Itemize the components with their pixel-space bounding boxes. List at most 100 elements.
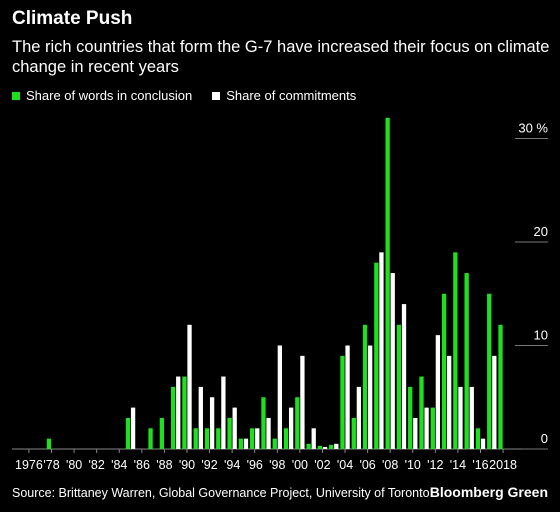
bar-commitments-2014 [458,386,463,449]
bar-commitments-2007 [379,252,384,449]
bar-commitments-2001 [311,428,316,449]
bar-words-1996 [250,428,255,449]
bar-words-2008 [385,117,390,450]
x-tick-label: '86 [134,458,150,472]
bar-words-1978 [46,438,52,449]
x-tick-label: '00 [292,458,308,472]
bar-chart: 0 10 20 30 % 1976'78 '80 '82 '84 '86 '88 '90 '92 '94… [12,117,548,472]
legend-item-commitments: Share of commitments [212,88,356,103]
bar-words-2004 [340,355,345,449]
bar-words-2016 [475,428,481,449]
bar-commitments-2009 [401,304,407,449]
bar-commitments-2012 [435,335,441,449]
legend-swatch-green [12,91,20,100]
bar-commitments-1997 [266,417,271,449]
bar-words-1989 [170,386,176,449]
bar-commitments-1994 [232,407,237,449]
bar-commitments-1993 [221,376,226,449]
bar-words-2012 [430,407,435,449]
bar-words-2010 [408,386,413,449]
bar-words-2003 [329,444,334,449]
brand-logo: Bloomberg Green [429,484,548,500]
bar-words-1998 [272,438,277,449]
x-tick-label: '04 [337,458,353,472]
bar-words-2017 [487,293,492,449]
x-tick-label: '84 [111,458,127,472]
bar-words-2014 [453,252,458,449]
x-tick-label: '94 [224,458,240,472]
y-tick-label: 0 [541,431,548,446]
bar-words-1990 [182,376,187,449]
bar-words-1997 [261,397,266,449]
bar-commitments-1998 [277,345,282,449]
bar-words-1995 [238,438,244,449]
bar-words-2000 [295,397,300,449]
source-note: Source: Brittaney Warren, Global Governa… [12,486,430,500]
bar-commitments-2015 [469,386,474,449]
bar-words-1993 [216,428,221,449]
bar-commitments-2017 [492,355,497,449]
x-tick-label: 2018 [489,458,517,472]
legend-label-words: Share of words in conclusion [26,88,193,103]
bar-commitments-2008 [390,273,395,449]
bar-words-1999 [283,428,289,449]
bar-commitments-2006 [368,345,373,449]
x-tick-label: '10 [405,458,421,472]
bar-commitments-1996 [255,428,260,449]
bar-words-2015 [464,273,469,449]
legend: Share of words in conclusion Share of co… [12,88,356,103]
bar-commitments-2016 [480,438,486,449]
x-tick-label: '80 [66,458,82,472]
bar-commitments-1990 [187,324,192,449]
bar-words-1992 [204,428,210,449]
bar-commitments-2004 [345,345,350,449]
bar-commitments-1985 [130,407,136,449]
legend-item-words: Share of words in conclusion [12,88,192,103]
bar-commitments-1995 [243,438,249,449]
x-tick-label: 1976 [15,458,43,472]
bar-commitments-2005 [356,386,362,449]
x-tick-label: '14 [450,458,466,472]
bar-words-1987 [148,428,153,449]
y-tick-label: 30 % [518,121,548,136]
bar-words-2013 [441,293,447,449]
bar-commitments-2011 [424,407,429,449]
legend-swatch-white [212,91,221,100]
x-tick-label: '92 [201,458,217,472]
x-tick-label: '82 [89,458,105,472]
bar-words-2001 [306,443,311,449]
bar-words-2002 [317,445,323,449]
x-tick-label: '96 [247,458,263,472]
bar-commitments-1992 [209,397,215,449]
bar-words-1988 [159,417,164,449]
bar-words-2009 [396,324,402,449]
bar-commitments-1989 [176,376,181,449]
bar-commitments-2010 [413,417,418,449]
x-tick-label: '06 [359,458,375,472]
bar-words-2006 [362,324,368,449]
x-tick-label: '16 [472,458,488,472]
bar-commitments-2000 [300,355,305,449]
x-tick-label: '08 [382,458,398,472]
x-tick-label: '90 [179,458,195,472]
y-tick-label: 10 [534,328,548,343]
x-tick-label: '88 [156,458,172,472]
y-tick-label: 20 [534,224,548,239]
bar-words-2007 [374,262,379,449]
bar-words-1985 [125,417,131,449]
x-tick-label: '02 [314,458,330,472]
bar-commitments-2003 [334,443,339,449]
bar-words-2011 [419,376,424,449]
bar-words-2018 [498,324,503,449]
bar-words-2005 [351,417,356,449]
bar-commitments-1991 [198,386,203,449]
bar-commitments-2002 [322,446,328,449]
chart-subtitle: The rich countries that form the G-7 hav… [12,38,550,76]
x-tick-label: '12 [427,458,443,472]
x-tick-label: '78 [43,458,59,472]
legend-label-commitments: Share of commitments [226,88,357,103]
x-tick-label: '98 [269,458,285,472]
bar-words-1994 [227,417,232,449]
chart-title: Climate Push [12,8,133,29]
bar-words-1991 [193,428,198,449]
